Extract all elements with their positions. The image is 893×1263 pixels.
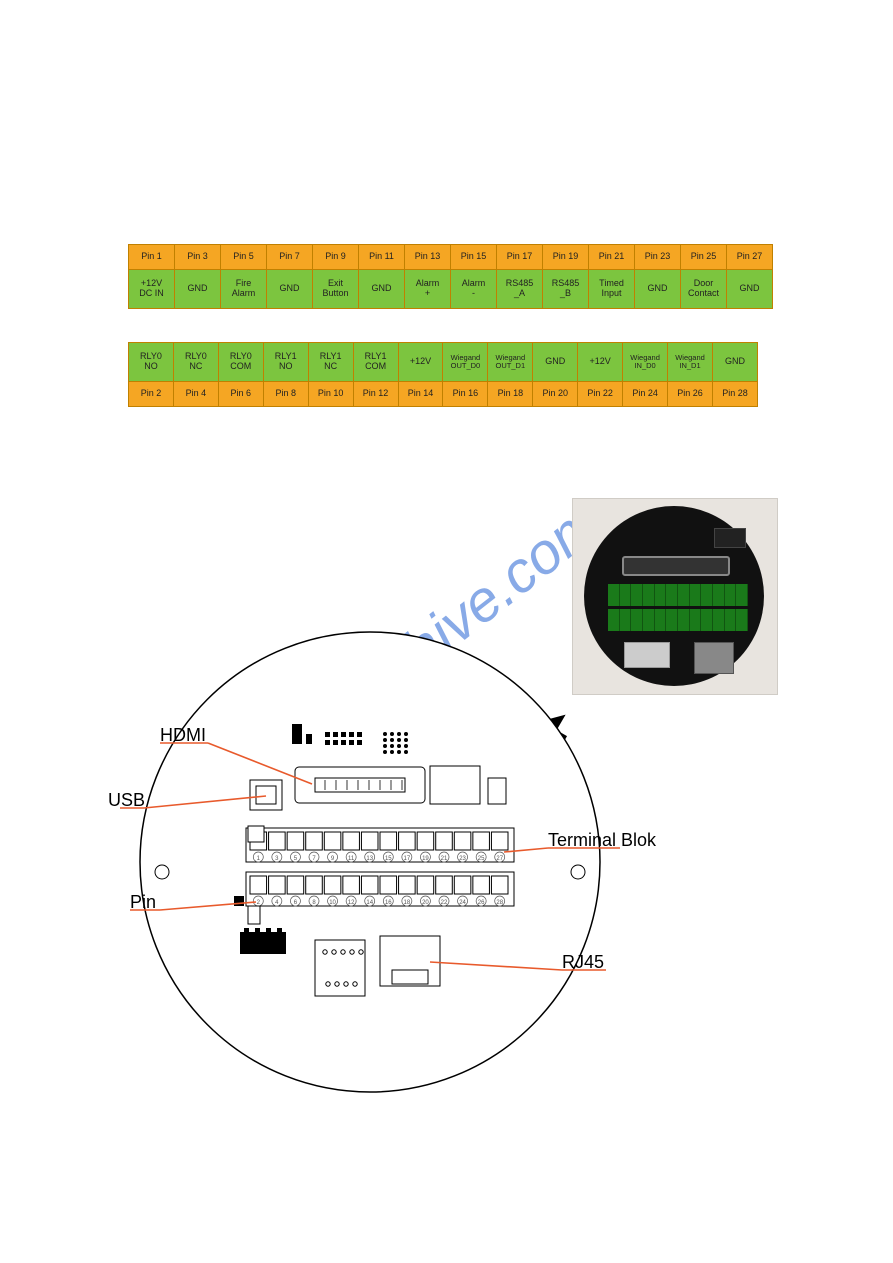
- pin-header: Pin 26: [668, 382, 713, 407]
- photo-hdmi: [622, 556, 730, 576]
- pin-value: WiegandOUT_D1: [488, 343, 533, 382]
- pin-header: Pin 18: [488, 382, 533, 407]
- pin-value: RLY0NO: [129, 343, 174, 382]
- svg-text:26: 26: [478, 900, 485, 906]
- pin-header: Pin 19: [543, 245, 589, 270]
- pin-header: Pin 4: [173, 382, 218, 407]
- pin-value: ExitButton: [313, 270, 359, 309]
- svg-text:18: 18: [404, 900, 411, 906]
- svg-text:25: 25: [478, 856, 485, 862]
- pin-header: Pin 16: [443, 382, 488, 407]
- pin-value: Alarm+: [405, 270, 451, 309]
- pin-header: Pin 13: [405, 245, 451, 270]
- pinout-table-odd: Pin 1Pin 3Pin 5Pin 7Pin 9Pin 11Pin 13Pin…: [128, 244, 773, 309]
- pin-value: RLY1COM: [353, 343, 398, 382]
- pin-header: Pin 14: [398, 382, 443, 407]
- svg-text:15: 15: [385, 856, 392, 862]
- pin-header: Pin 23: [635, 245, 681, 270]
- pin-value: RS485_A: [497, 270, 543, 309]
- pin-header: Pin 9: [313, 245, 359, 270]
- svg-text:28: 28: [496, 900, 503, 906]
- pin-header: Pin 2: [129, 382, 174, 407]
- svg-text:13: 13: [366, 856, 373, 862]
- pin-header: Pin 6: [218, 382, 263, 407]
- pin-header: Pin 20: [533, 382, 578, 407]
- pin-header: Pin 5: [221, 245, 267, 270]
- pin-header: Pin 12: [353, 382, 398, 407]
- pin-header: Pin 8: [263, 382, 308, 407]
- pin-value: FireAlarm: [221, 270, 267, 309]
- pin-header: Pin 10: [308, 382, 353, 407]
- pin-value: RLY1NO: [263, 343, 308, 382]
- pin-header: Pin 22: [578, 382, 623, 407]
- svg-text:20: 20: [422, 900, 429, 906]
- pin-value: GND: [712, 343, 757, 382]
- svg-text:19: 19: [422, 856, 429, 862]
- pin-header: Pin 17: [497, 245, 543, 270]
- svg-text:14: 14: [366, 900, 373, 906]
- pin-header: Pin 1: [129, 245, 175, 270]
- pin-header: Pin 28: [712, 382, 757, 407]
- pin-header: Pin 15: [451, 245, 497, 270]
- svg-text:21: 21: [441, 856, 448, 862]
- pin-value: GND: [267, 270, 313, 309]
- label-hdmi: HDMI: [160, 725, 206, 746]
- page: Pin 1Pin 3Pin 5Pin 7Pin 9Pin 11Pin 13Pin…: [0, 0, 893, 1263]
- svg-text:27: 27: [496, 856, 503, 862]
- photo-rj45: [694, 642, 734, 674]
- svg-text:16: 16: [385, 900, 392, 906]
- pin-value: RLY0NC: [173, 343, 218, 382]
- pin-header: Pin 24: [623, 382, 668, 407]
- svg-text:22: 22: [441, 900, 448, 906]
- pin-value: WiegandOUT_D0: [443, 343, 488, 382]
- label-terminal-blok: Terminal Blok: [548, 830, 656, 851]
- pinout-table-even: RLY0NORLY0NCRLY0COMRLY1NORLY1NCRLY1COM+1…: [128, 342, 758, 407]
- pin-header: Pin 27: [727, 245, 773, 270]
- photo-smd-2: [624, 642, 670, 668]
- pin-value: GND: [533, 343, 578, 382]
- pin-header: Pin 11: [359, 245, 405, 270]
- svg-text:11: 11: [348, 856, 355, 862]
- board-diagram: 1357911131517192123252724681012141618202…: [120, 612, 620, 1112]
- svg-text:12: 12: [348, 900, 355, 906]
- pin-value: RLY0COM: [218, 343, 263, 382]
- pin-value: GND: [727, 270, 773, 309]
- pin-value: Alarm-: [451, 270, 497, 309]
- pin-header: Pin 21: [589, 245, 635, 270]
- label-pin: Pin: [130, 892, 156, 913]
- pin-value: GND: [635, 270, 681, 309]
- pin-value: WiegandIN_D0: [623, 343, 668, 382]
- svg-text:10: 10: [329, 900, 336, 906]
- photo-smd-1: [714, 528, 746, 548]
- photo-terminal-bot: [608, 609, 748, 631]
- svg-text:23: 23: [459, 856, 466, 862]
- pin-header: Pin 25: [681, 245, 727, 270]
- pin-value: DoorContact: [681, 270, 727, 309]
- pin-value: +12V: [398, 343, 443, 382]
- pin-value: +12VDC IN: [129, 270, 175, 309]
- pin-value: RLY1NC: [308, 343, 353, 382]
- pin-value: +12V: [578, 343, 623, 382]
- pin-value: GND: [359, 270, 405, 309]
- pin-header: Pin 3: [175, 245, 221, 270]
- label-rj45: RJ45: [562, 952, 604, 973]
- svg-text:24: 24: [459, 900, 466, 906]
- label-usb: USB: [108, 790, 145, 811]
- svg-text:17: 17: [404, 856, 411, 862]
- pin-value: RS485_B: [543, 270, 589, 309]
- photo-terminal-top: [608, 584, 748, 606]
- pin-header: Pin 7: [267, 245, 313, 270]
- pin-value: GND: [175, 270, 221, 309]
- pin-value: TimedInput: [589, 270, 635, 309]
- pin-value: WiegandIN_D1: [668, 343, 713, 382]
